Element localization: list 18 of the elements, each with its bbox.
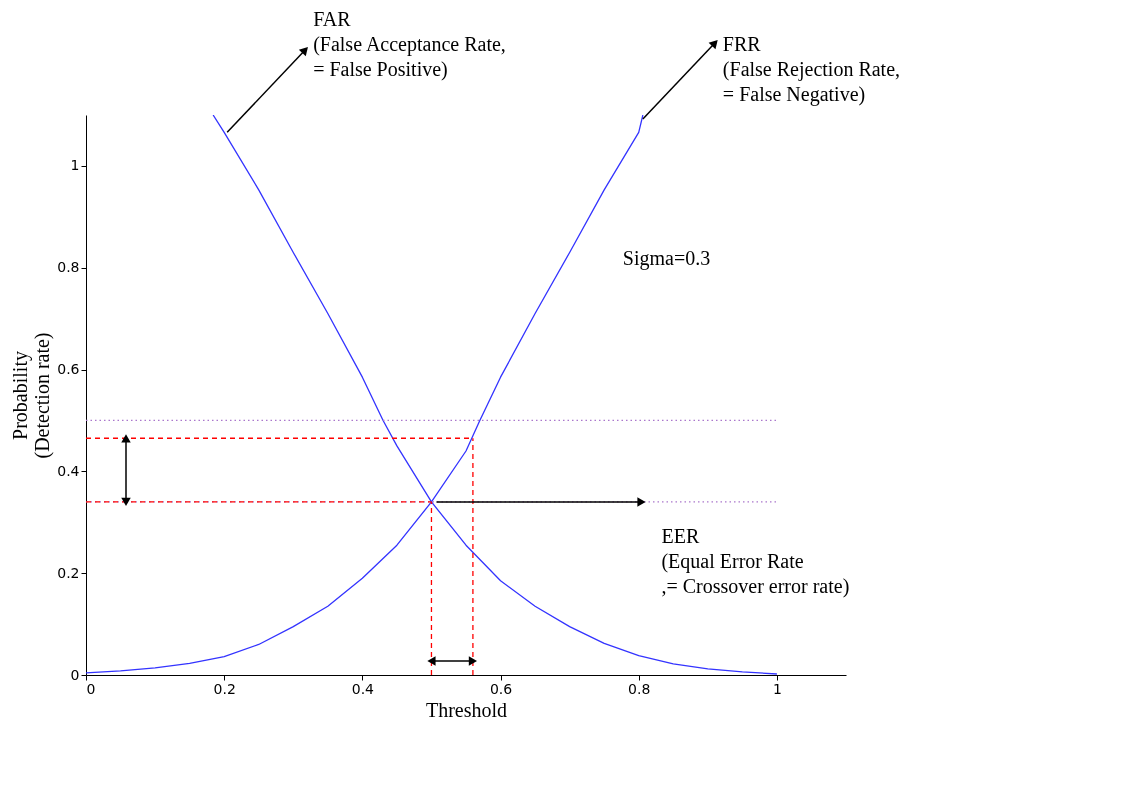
x-tick-label: 0.4 <box>351 680 375 697</box>
y-tick-label: 1 <box>70 157 80 174</box>
x-tick-label: 0.8 <box>628 680 651 697</box>
y-tick-label: 0 <box>70 666 80 683</box>
x-tick-label: 0.6 <box>489 680 513 697</box>
y-axis-title: Probability (Detection rate) <box>9 332 55 459</box>
y-tick-label: 0.2 <box>57 564 80 581</box>
text: FAR (False Acceptance Rate, = False Positive) <box>313 8 506 81</box>
x-tick-label: 0.2 <box>213 680 236 697</box>
annotation: EER (Equal Error Rate ,= Crossover error rate) <box>661 524 850 598</box>
x-axis-title: Threshold <box>425 698 508 721</box>
x-tick-label: 0 <box>86 680 96 697</box>
annotation: Sigma=0.3 <box>622 247 711 271</box>
y-tick-label: 0.4 <box>57 462 80 479</box>
y-tick-label: 0.6 <box>57 361 80 378</box>
text: FRR (False Rejection Rate, = False Negative) <box>722 33 901 106</box>
x-tick-label: 1 <box>772 680 782 697</box>
y-tick-label: 0.8 <box>57 259 80 276</box>
